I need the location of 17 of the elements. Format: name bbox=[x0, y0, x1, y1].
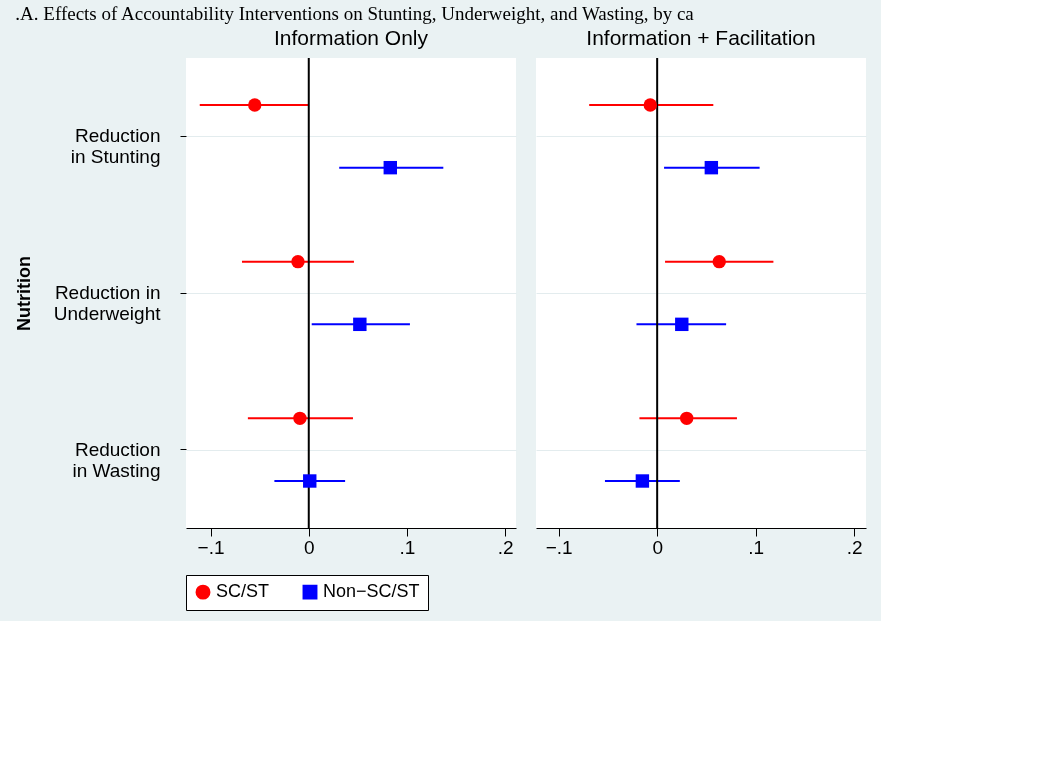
chart-title: .A. Effects of Accountability Interventions on Stunting, Underweight, and Wasting, by ca bbox=[15, 3, 695, 24]
x-tick-label: 0 bbox=[652, 536, 663, 558]
x-tick-label: −.1 bbox=[197, 536, 225, 558]
legend-label: SC/ST bbox=[216, 581, 270, 602]
x-tick-label: .1 bbox=[748, 536, 765, 558]
y-tick-label: Reduction in Wasting bbox=[72, 438, 161, 481]
x-tick-label: 0 bbox=[303, 536, 315, 558]
x-tick-label: .1 bbox=[399, 536, 416, 558]
y-axis-title: Nutrition bbox=[13, 256, 34, 331]
y-tick-label: Reduction in Underweight bbox=[53, 282, 162, 324]
chart-subtitle: Information + Facilitation bbox=[586, 26, 816, 49]
chart-subtitle: Information Only bbox=[273, 26, 429, 49]
x-tick-label: .2 bbox=[497, 536, 514, 558]
x-tick-label: .2 bbox=[846, 536, 863, 558]
y-tick-label: Reduction in Stunting bbox=[70, 125, 161, 168]
x-tick-label: −.1 bbox=[545, 536, 573, 558]
legend-label: Non−SC/ST bbox=[323, 581, 420, 602]
